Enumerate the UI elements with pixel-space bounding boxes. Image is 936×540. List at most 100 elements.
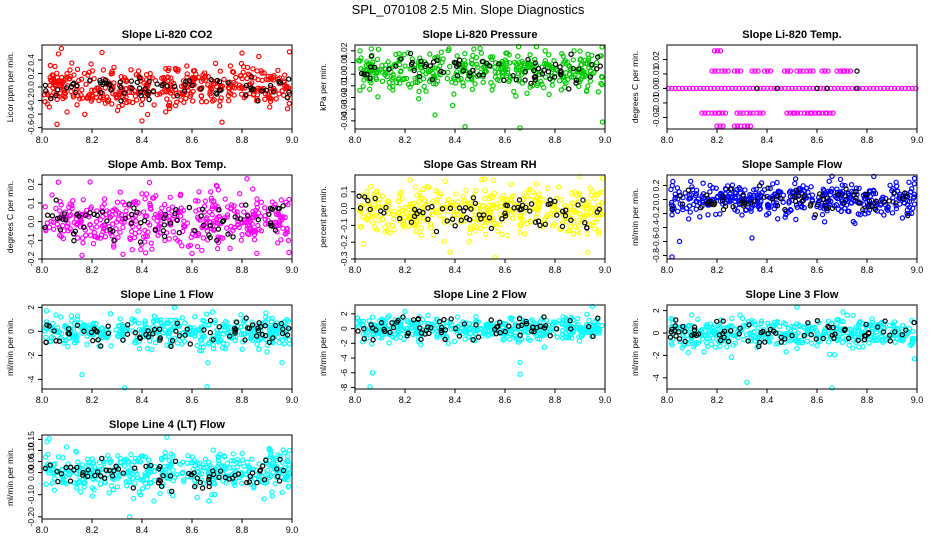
x-tick-label: 8.6 [186,265,199,275]
data-point [589,222,595,229]
data-point [724,344,730,350]
data-point [286,196,292,203]
data-point [379,193,386,199]
data-point [462,123,468,130]
data-point [754,335,761,341]
data-point [521,327,528,333]
data-point [467,224,474,230]
data-point-black [506,323,512,329]
data-point-black [817,191,823,197]
data-point [418,195,425,201]
data-point [108,483,115,489]
data-point [164,320,170,326]
data-point [533,181,540,187]
data-point [581,326,587,333]
data-point-black [672,323,679,329]
data-point-black [395,317,401,324]
data-point-black [685,187,692,193]
data-point [751,192,757,199]
data-point [369,370,376,376]
data-point [142,227,148,234]
data-point [545,211,551,218]
data-point [259,77,265,84]
data-point-black [248,74,254,80]
data-point-black [528,201,535,207]
data-point-black [43,88,49,94]
data-point [279,87,285,94]
data-point [747,110,753,116]
data-points [665,48,919,129]
data-point-black [854,85,860,92]
data-point [752,322,758,328]
x-tick-label: 8.4 [761,135,774,145]
data-point [437,63,443,70]
data-point-black [573,77,580,84]
data-point-black [502,213,509,219]
data-point-black [124,322,131,328]
data-point [79,323,86,329]
data-point-black [280,467,287,474]
data-point-black [865,330,872,336]
data-point [63,480,69,487]
data-point [807,85,813,92]
data-point [717,123,723,129]
data-point [497,221,503,228]
y-axis-label: kPa per min. [318,63,328,111]
data-point-black [470,195,477,201]
x-tick-label: 9.0 [599,135,612,145]
data-point-black [171,83,178,90]
data-point [244,230,251,237]
data-point-black [80,470,86,476]
data-point [702,110,708,116]
data-point-black [420,209,426,216]
data-point [127,235,133,241]
data-point [475,64,481,70]
data-point-black [449,216,456,222]
data-point [166,105,173,112]
data-point [563,322,569,328]
data-point [503,66,509,72]
data-point [500,337,506,343]
data-point-black [584,225,590,231]
data-point [241,463,247,470]
data-point-black [843,186,849,192]
data-point [102,85,109,91]
data-point [676,85,682,92]
data-point-black [523,318,529,325]
data-point-black [186,77,192,84]
data-point [748,338,754,344]
data-point [43,308,50,314]
data-point [164,96,170,102]
data-point [244,459,250,465]
data-point [269,489,275,495]
data-point [576,217,583,223]
data-point [218,95,224,101]
data-point [567,328,573,335]
data-point [69,60,75,66]
data-point [527,186,533,193]
data-point [547,62,553,69]
data-point-black [812,212,819,218]
data-point-black [253,333,260,339]
data-point [898,85,905,92]
data-point [79,87,85,93]
data-point [79,371,85,378]
data-point [116,210,122,216]
data-point [148,479,155,486]
data-point [391,208,397,215]
x-tick-label: 8.6 [186,525,199,535]
data-point-black [183,78,189,85]
data-point [138,327,145,333]
y-tick-label: -2 [651,351,661,359]
data-point-black [270,89,277,95]
data-point [281,464,288,471]
data-point-black [246,479,253,485]
data-point [860,337,867,344]
data-point [585,329,592,335]
data-point [88,61,94,67]
data-point-black [502,328,508,335]
data-point-black [807,203,814,209]
data-point [884,85,891,92]
